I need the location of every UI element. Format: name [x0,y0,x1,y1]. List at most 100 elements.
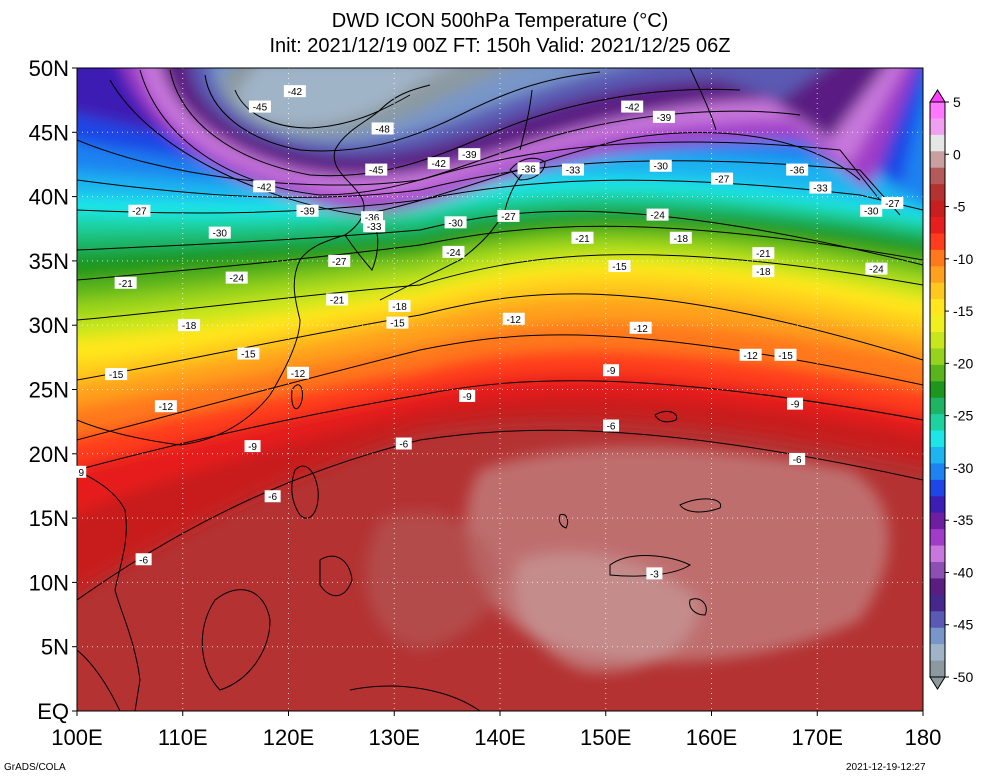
contour-label: -6 [268,492,277,503]
contour-minus-42 [169,69,741,177]
contour-minus-24 [77,210,923,266]
contour-label-bg [603,364,620,377]
contour-label: -36 [521,164,536,175]
y-tick-label: EQ [37,699,69,724]
contour-label-bg [603,419,620,432]
y-tick-label: 5N [41,635,69,660]
contour-label-bg [395,437,412,450]
contour-label-bg [458,148,481,161]
contour-label: -45 [369,166,384,177]
y-tick-label: 40N [29,185,69,210]
contour-label-bg [135,553,152,566]
contour-label-bg [621,100,644,113]
colorbar-swatch [930,594,945,612]
contour-label-bg [711,172,734,185]
colorbar-swatch [930,315,945,333]
contour-lines [77,69,923,601]
colorbar-swatch [930,660,945,678]
colorbar-swatch [930,233,945,251]
colorbar-swatch [930,282,945,300]
contour-label: -27 [501,212,516,223]
contour-label-bg [787,397,804,410]
colorbar-swatch [930,447,945,464]
contour-label-bg [371,122,394,135]
y-tick-label: 10N [29,570,69,595]
contour-label: -30 [448,218,463,229]
colorbar-swatch [930,348,945,366]
contour-label-bg [652,110,675,123]
contour-label: -15 [241,349,256,360]
colorbar-swatch [930,611,945,629]
contour-label: -33 [566,166,581,177]
contour-label: -9 [248,442,257,453]
contour-island-4 [558,513,569,529]
contour-labels: -42-45-48-42-39-39-42-45 -36 -33 -30-27-36-… [76,85,904,580]
contour-label: -42 [431,159,446,170]
contour-label-bg [669,231,692,244]
contour-label: -12 [159,402,174,413]
contour-label: -33 [813,184,828,195]
contour-island-1 [609,555,691,577]
contour-label: -30 [213,229,228,240]
contour-minus-18 [77,254,923,321]
colorbar-swatch [930,151,945,169]
contour-label: -42 [288,87,303,98]
contour-label-bg [76,465,87,478]
x-tick-label: 140E [474,725,525,750]
colorbar-label: -5 [953,199,966,215]
colorbar-swatch [930,299,945,317]
colorbar-label: -10 [953,251,973,267]
contour-label-bg [248,100,271,113]
colorbar-swatch [930,496,945,514]
contour-label-bg [225,271,248,284]
contour-label: -3 [650,569,659,580]
colorbar-label: -30 [953,460,973,476]
contour-label-bg [388,299,411,312]
contour-label-bg [365,163,388,176]
coast-new-guinea [349,685,481,711]
colorbar-swatch [930,118,945,136]
contour-label: -30 [864,207,879,218]
contour-label-bg [561,163,584,176]
colorbar-label: 5 [953,94,961,110]
contour-label-bg [459,389,476,402]
warm-patch-2 [365,512,502,650]
temperature-bands [77,68,923,591]
contour-label: -6 [139,555,148,566]
colorbar-swatch [930,364,945,382]
contour-label-bg [517,162,540,175]
contour-label: -39 [300,207,315,218]
x-tick-label: 130E [369,725,420,750]
contour-label-bg [649,159,672,172]
contour-minus-15 [77,293,923,381]
contour-label-bg [752,265,775,278]
contour-islands [558,410,722,616]
colorbar-swatch [930,167,945,185]
coast-kamchatka [689,68,717,131]
contour-label: -18 [182,321,197,332]
contour-label: -15 [612,262,627,273]
graticule [77,68,923,711]
contour-label-bg [208,226,231,239]
contour-label-bg [608,260,631,273]
contour-label: -12 [291,369,306,380]
contour-minus-12 [77,334,923,441]
coast-sumatra [77,649,121,711]
contour-label-bg [427,157,450,170]
coast-mindanao [319,555,353,597]
contour-label-bg [789,452,806,465]
x-tick-label: 150E [580,725,631,750]
colorbar-swatch [930,332,945,349]
contour-label-bg [154,400,177,413]
contour-label: -42 [625,103,640,114]
x-tick-label: 100E [51,725,102,750]
contour-label: -21 [575,234,590,245]
contour-minus-9 [77,380,923,471]
contour-label: -21 [330,295,345,306]
contour-label: -6 [607,422,616,433]
colorbar-swatch [930,529,945,547]
contour-label: -48 [375,124,390,135]
colorbar-swatch [930,249,945,267]
contour-label: -18 [756,267,771,278]
